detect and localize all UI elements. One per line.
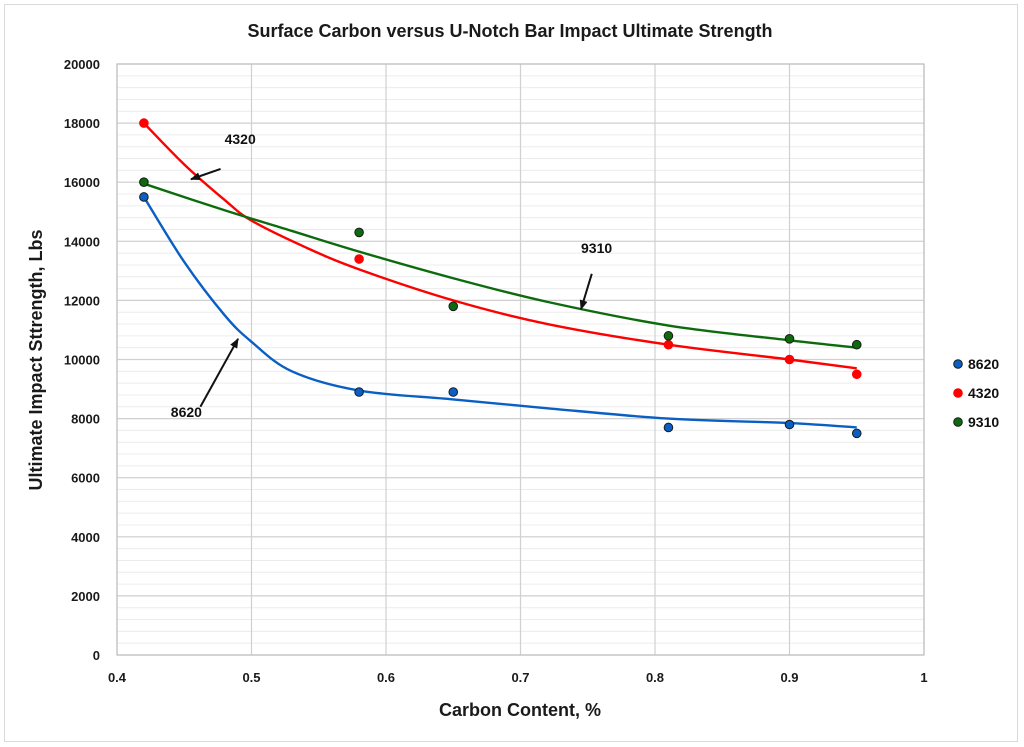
plot-area-border: [116, 63, 925, 656]
y-tick-label: 20000: [64, 57, 100, 72]
data-point-9310: [354, 227, 364, 238]
data-point-9310: [448, 301, 459, 312]
data-points: [139, 118, 862, 439]
trendline-4320: [143, 122, 857, 370]
data-point-9310: [784, 334, 795, 344]
grid: [116, 63, 925, 656]
annotation-arrow-8620: [199, 337, 239, 408]
legend-label-9310: 9310: [968, 414, 999, 430]
x-tick-label: 0.4: [108, 670, 127, 685]
legend: 8620 4320 9310: [953, 356, 999, 430]
legend-marker-8620: [953, 359, 963, 369]
annotation-arrow-4320: [190, 167, 221, 181]
data-point-8620: [354, 387, 364, 397]
trendlines: [142, 122, 857, 429]
data-point-9310: [663, 331, 674, 341]
x-tick-label: 0.7: [511, 670, 529, 685]
data-point-4320: [851, 369, 862, 380]
data-point-9310: [139, 177, 149, 187]
x-tick-label: 0.5: [242, 670, 260, 685]
annotation-label-8620: 8620: [171, 404, 202, 420]
data-point-8620: [851, 428, 862, 439]
annotations: 4320 9310 8620: [171, 131, 613, 420]
legend-marker-9310: [953, 417, 963, 427]
data-point-8620: [784, 419, 795, 430]
chart-title: Surface Carbon versus U-Notch Bar Impact…: [247, 21, 772, 41]
x-tick-label: 0.6: [377, 670, 395, 685]
legend-label-8620: 8620: [968, 356, 999, 372]
x-axis-label: Carbon Content, %: [439, 700, 601, 720]
legend-label-4320: 4320: [968, 385, 999, 401]
legend-marker-4320: [953, 388, 963, 398]
x-tick-label: 0.9: [780, 670, 798, 685]
data-point-4320: [139, 118, 149, 128]
y-tick-label: 8000: [71, 412, 100, 427]
y-axis-label: Ultimate Impact Sttrength, Lbs: [26, 229, 46, 490]
data-point-8620: [139, 192, 149, 202]
trendline-8620: [142, 196, 857, 429]
y-tick-label: 6000: [71, 471, 100, 486]
data-point-9310: [851, 339, 862, 350]
y-tick-label: 12000: [64, 293, 100, 308]
chart-frame: [4, 4, 1018, 742]
y-tick-label: 14000: [64, 234, 100, 249]
y-tick-label: 10000: [64, 353, 100, 368]
y-tick-label: 0: [93, 648, 100, 663]
data-point-4320: [784, 354, 795, 365]
data-point-8620: [663, 422, 674, 433]
x-tick-label: 0.8: [646, 670, 664, 685]
annotation-label-4320: 4320: [225, 131, 256, 147]
data-point-4320: [663, 339, 674, 350]
trendline-9310: [143, 182, 857, 349]
x-tick-label: 1: [920, 670, 927, 685]
y-tick-label: 4000: [71, 530, 100, 545]
data-point-4320: [354, 254, 364, 264]
data-point-8620: [448, 387, 459, 397]
y-tick-label: 18000: [64, 116, 100, 131]
annotation-arrow-9310: [579, 273, 593, 311]
tick-labels: 0.4 0.5 0.6 0.7 0.8 0.9 1 0 2000 4000 6000 8000 1000…: [64, 57, 928, 685]
y-tick-label: 16000: [64, 175, 100, 190]
y-tick-label: 2000: [71, 589, 100, 604]
annotation-label-9310: 9310: [581, 240, 612, 256]
